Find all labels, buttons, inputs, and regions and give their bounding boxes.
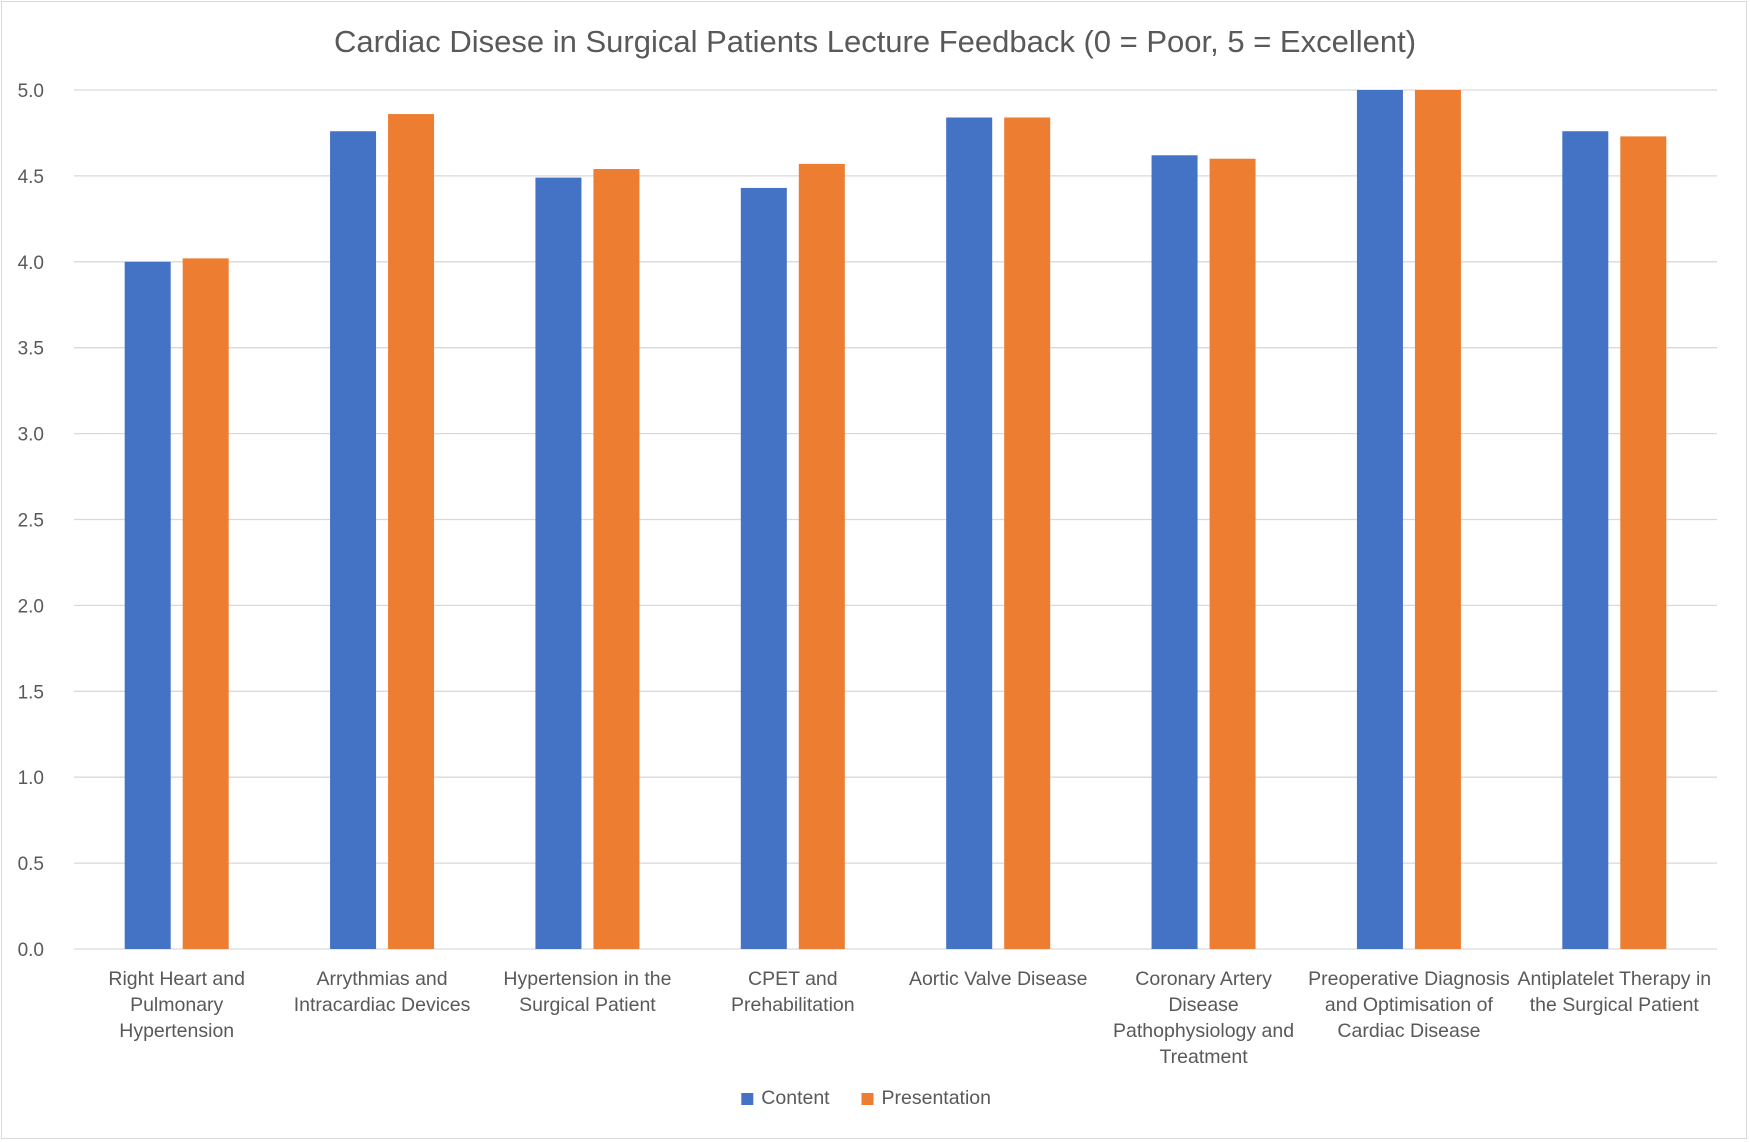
x-tick-label: Antiplatelet Therapy in the Surgical Pati… — [1517, 968, 1711, 1016]
x-tick-label: Hypertension in the Surgical Patient — [503, 968, 671, 1016]
gridlines — [74, 89, 1717, 950]
bar-content — [946, 117, 993, 950]
bar-presentation — [182, 258, 229, 949]
bar-content — [1356, 90, 1403, 949]
y-axis-ticks: 0.0 0.5 1.0 1.5 2.0 2.5 3.0 3.5 4.0 4.5 5.0 — [18, 81, 44, 961]
bar-content — [740, 187, 787, 949]
x-tick-label: Preoperative Diagnosis and Optimisation o… — [1308, 968, 1510, 1042]
legend-swatch-presentation — [861, 1093, 874, 1105]
x-axis-labels: Right Heart and Pulmonary Hypertension Arry… — [108, 968, 1711, 1068]
y-tick-label: 2.0 — [18, 596, 44, 617]
legend-label-content: Content — [761, 1087, 830, 1109]
y-tick-label: 3.0 — [18, 425, 44, 446]
bar-presentation — [1620, 136, 1667, 950]
y-tick-label: 4.0 — [18, 253, 44, 274]
bar-content — [1151, 155, 1198, 949]
x-tick-label: CPET and Prehabilitation — [731, 968, 855, 1016]
y-tick-label: 3.5 — [18, 339, 44, 360]
y-tick-label: 0.0 — [18, 940, 44, 961]
y-tick-label: 1.5 — [18, 682, 44, 703]
bar-presentation — [388, 114, 435, 949]
legend-swatch-content — [741, 1093, 754, 1105]
y-tick-label: 1.0 — [18, 768, 44, 789]
bar-presentation — [1209, 158, 1256, 950]
chart-title: Cardiac Disese in Surgical Patients Lect… — [334, 24, 1416, 59]
bar-presentation — [798, 163, 845, 949]
bar-content — [124, 261, 171, 949]
x-tick-label: Aortic Valve Disease — [909, 968, 1087, 990]
bar-content — [535, 177, 582, 950]
y-tick-label: 2.5 — [18, 511, 44, 532]
x-tick-label: Arrythmias and Intracardiac Devices — [294, 968, 471, 1016]
y-tick-label: 5.0 — [18, 81, 44, 102]
bar-presentation — [1414, 90, 1461, 949]
bar-presentation — [1004, 117, 1051, 950]
bar-presentation — [593, 169, 640, 949]
y-tick-label: 4.5 — [18, 167, 44, 188]
legend: Content Presentation — [741, 1087, 991, 1109]
y-tick-label: 0.5 — [18, 854, 44, 875]
x-tick-label: Coronary Artery Disease Pathophysiology an… — [1113, 968, 1294, 1068]
x-tick-label: Right Heart and Pulmonary Hypertension — [108, 968, 245, 1042]
bars — [124, 90, 1667, 950]
bar-content — [330, 131, 377, 949]
legend-label-presentation: Presentation — [882, 1087, 992, 1109]
bar-content — [1562, 131, 1609, 949]
